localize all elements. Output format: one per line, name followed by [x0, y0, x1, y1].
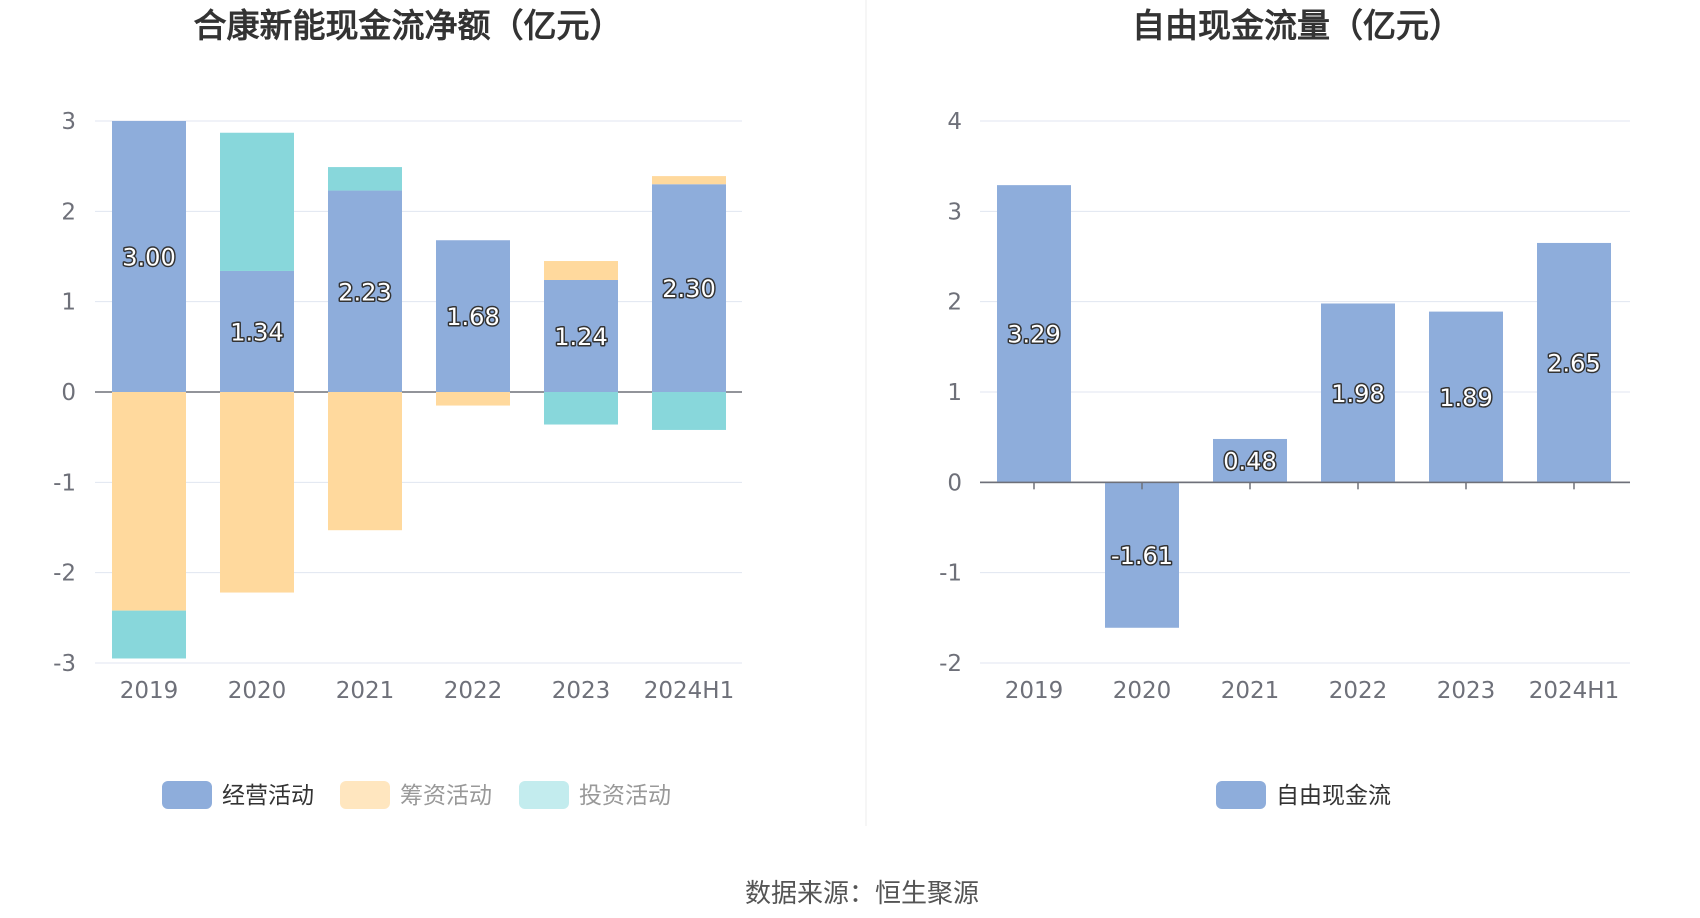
legend-swatch	[162, 781, 212, 809]
bar-investing-2021[interactable]	[328, 167, 402, 191]
bar-operating-2023[interactable]	[544, 279, 618, 392]
y-tick-label: 3	[61, 109, 76, 135]
bar-financing-2019[interactable]	[112, 392, 186, 611]
data-label-operating-2023: 1.24	[554, 323, 607, 351]
legend-item-financing[interactable]: 筹资活动	[340, 781, 492, 809]
x-tick-label: 2024H1	[1529, 678, 1619, 704]
legend-swatch	[1216, 781, 1266, 809]
data-label-free-cash-flow-2023: 1.89	[1439, 384, 1492, 412]
bar-free-cash-flow-2019[interactable]	[997, 185, 1071, 483]
data-label-free-cash-flow-2019: 3.29	[1007, 321, 1060, 349]
data-label-free-cash-flow-2022: 1.98	[1331, 380, 1384, 408]
legend-swatch	[340, 781, 390, 809]
bar-free-cash-flow-2021[interactable]	[1213, 438, 1287, 483]
bar-operating-2021[interactable]	[328, 190, 402, 392]
data-label-operating-2024H1: 2.30	[662, 275, 715, 303]
legend-label: 经营活动	[222, 783, 314, 809]
bar-financing-2020[interactable]	[220, 392, 294, 593]
x-tick-label: 2020	[228, 678, 287, 704]
free-cash-flow-grid: 4 3 2 1 0 -1 -2	[939, 109, 1630, 677]
bar-investing-2019[interactable]	[112, 610, 186, 659]
y-tick-label: -3	[53, 651, 76, 677]
y-tick-label: 2	[947, 290, 962, 316]
bar-operating-2019[interactable]	[112, 121, 186, 392]
legend-item-investing[interactable]: 投资活动	[519, 781, 671, 809]
y-tick-label: -1	[939, 561, 962, 587]
x-tick-label: 2023	[1437, 678, 1496, 704]
bar-operating-2022[interactable]	[436, 240, 510, 392]
x-tick-label: 2021	[336, 678, 395, 704]
free-cash-flow-legend[interactable]: 自由现金流	[1216, 781, 1391, 809]
legend-label: 投资活动	[579, 783, 671, 809]
y-tick-label: -2	[939, 651, 962, 677]
data-label-free-cash-flow-2024H1: 2.65	[1547, 350, 1600, 378]
bar-operating-2024H1[interactable]	[652, 184, 726, 392]
y-tick-label: -2	[53, 561, 76, 587]
legend-item-free-cash-flow[interactable]: 自由现金流	[1216, 781, 1391, 809]
y-tick-label: 4	[947, 109, 962, 135]
x-tick-label: 2022	[1329, 678, 1388, 704]
legend-item-operating[interactable]: 经营活动	[162, 781, 314, 809]
net-cash-flow-grid: 3 2 1 0 -1 -2 -3	[53, 109, 742, 677]
legend-label: 筹资活动	[400, 783, 492, 809]
bar-financing-2023[interactable]	[544, 261, 618, 280]
bar-free-cash-flow-2024H1[interactable]	[1537, 242, 1611, 483]
bar-financing-2022[interactable]	[436, 392, 510, 406]
bar-investing-2024H1[interactable]	[652, 392, 726, 430]
bar-financing-2024H1[interactable]	[652, 176, 726, 185]
y-tick-label: 1	[61, 290, 76, 316]
y-tick-label: 0	[947, 470, 962, 496]
x-tick-label: 2020	[1113, 678, 1172, 704]
y-tick-label: 2	[61, 199, 76, 225]
bar-investing-2023[interactable]	[544, 392, 618, 425]
x-tick-label: 2019	[1005, 678, 1064, 704]
net-cash-flow-legend[interactable]: 经营活动 筹资活动 投资活动	[162, 781, 671, 809]
net-cash-flow-x-axis: 2019 2020 2021 2022 2023 2024H1	[120, 678, 735, 704]
x-tick-label: 2023	[552, 678, 611, 704]
net-cash-flow-chart: 合康新能现金流净额（亿元） 3 2 1 0 -1 -2 -3 3.00 1.34 2.23 1.6…	[53, 6, 742, 809]
x-tick-label: 2024H1	[644, 678, 734, 704]
x-tick-label: 2019	[120, 678, 179, 704]
legend-label: 自由现金流	[1276, 783, 1391, 809]
y-tick-label: -1	[53, 470, 76, 496]
bar-free-cash-flow-2023[interactable]	[1429, 311, 1503, 483]
y-tick-label: 1	[947, 380, 962, 406]
net-cash-flow-title: 合康新能现金流净额（亿元）	[194, 6, 623, 45]
bar-investing-2020[interactable]	[220, 132, 294, 271]
data-label-free-cash-flow-2020: -1.61	[1111, 542, 1173, 570]
free-cash-flow-data-labels: 3.29 -1.61 0.48 1.98 1.89 2.65	[1006, 319, 1602, 571]
bar-financing-2021[interactable]	[328, 392, 402, 531]
bar-free-cash-flow-2022[interactable]	[1321, 303, 1395, 483]
free-cash-flow-chart: 自由现金流量（亿元） 4 3 2 1 0 -1 -2 3.29 -1.61 0.48 1.98 1.…	[939, 6, 1630, 809]
net-cash-flow-data-labels: 3.00 1.34 2.23 1.68 1.24 2.30	[121, 242, 717, 352]
bar-free-cash-flow-2020[interactable]	[1105, 482, 1179, 628]
free-cash-flow-x-axis: 2019 2020 2021 2022 2023 2024H1	[1005, 482, 1619, 704]
data-label-operating-2020: 1.34	[230, 318, 283, 346]
net-cash-flow-bars	[112, 121, 726, 659]
data-source-note: 数据来源：恒生聚源	[745, 879, 979, 909]
free-cash-flow-bars	[980, 185, 1630, 628]
y-tick-label: 0	[61, 380, 76, 406]
data-label-operating-2019: 3.00	[122, 244, 175, 272]
x-tick-label: 2021	[1221, 678, 1280, 704]
legend-swatch	[519, 781, 569, 809]
bar-operating-2020[interactable]	[220, 270, 294, 392]
x-tick-label: 2022	[444, 678, 503, 704]
data-label-operating-2022: 1.68	[446, 303, 499, 331]
y-tick-label: 3	[947, 199, 962, 225]
free-cash-flow-title: 自由现金流量（亿元）	[1132, 6, 1462, 45]
data-label-free-cash-flow-2021: 0.48	[1223, 448, 1276, 476]
data-label-operating-2021: 2.23	[338, 278, 391, 306]
